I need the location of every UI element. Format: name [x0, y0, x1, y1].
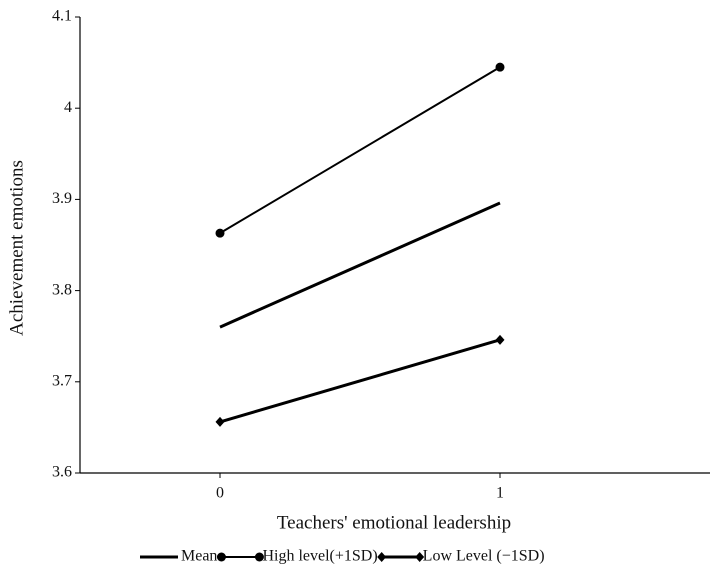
x-tick-label: 0	[216, 485, 224, 502]
x-axis-label: Teachers' emotional leadership	[277, 512, 511, 533]
y-tick-label: 3.7	[52, 372, 72, 389]
point	[495, 62, 505, 72]
point	[215, 228, 225, 238]
x-tick-label: 1	[496, 485, 504, 502]
y-axis-label: Achievement emotions	[6, 160, 27, 336]
y-tick-label: 3.6	[52, 464, 72, 481]
legend-marker	[415, 552, 425, 562]
legend-marker	[377, 552, 387, 562]
point	[495, 334, 505, 345]
y-tick-label: 3.8	[52, 281, 72, 298]
legend-label: Low Level (−1SD)	[423, 548, 545, 565]
point	[215, 416, 225, 427]
legend-marker	[216, 552, 226, 562]
series-line	[219, 66, 501, 235]
y-tick-label: 3.9	[52, 190, 72, 207]
series-line	[219, 338, 501, 424]
y-tick-label: 4	[64, 99, 72, 116]
series-line	[219, 201, 501, 329]
legend-label: High level(+1SD)	[262, 548, 377, 565]
legend-marker	[254, 552, 264, 562]
legend-label: Mean	[181, 548, 217, 565]
y-tick-label: 4.1	[52, 8, 72, 25]
